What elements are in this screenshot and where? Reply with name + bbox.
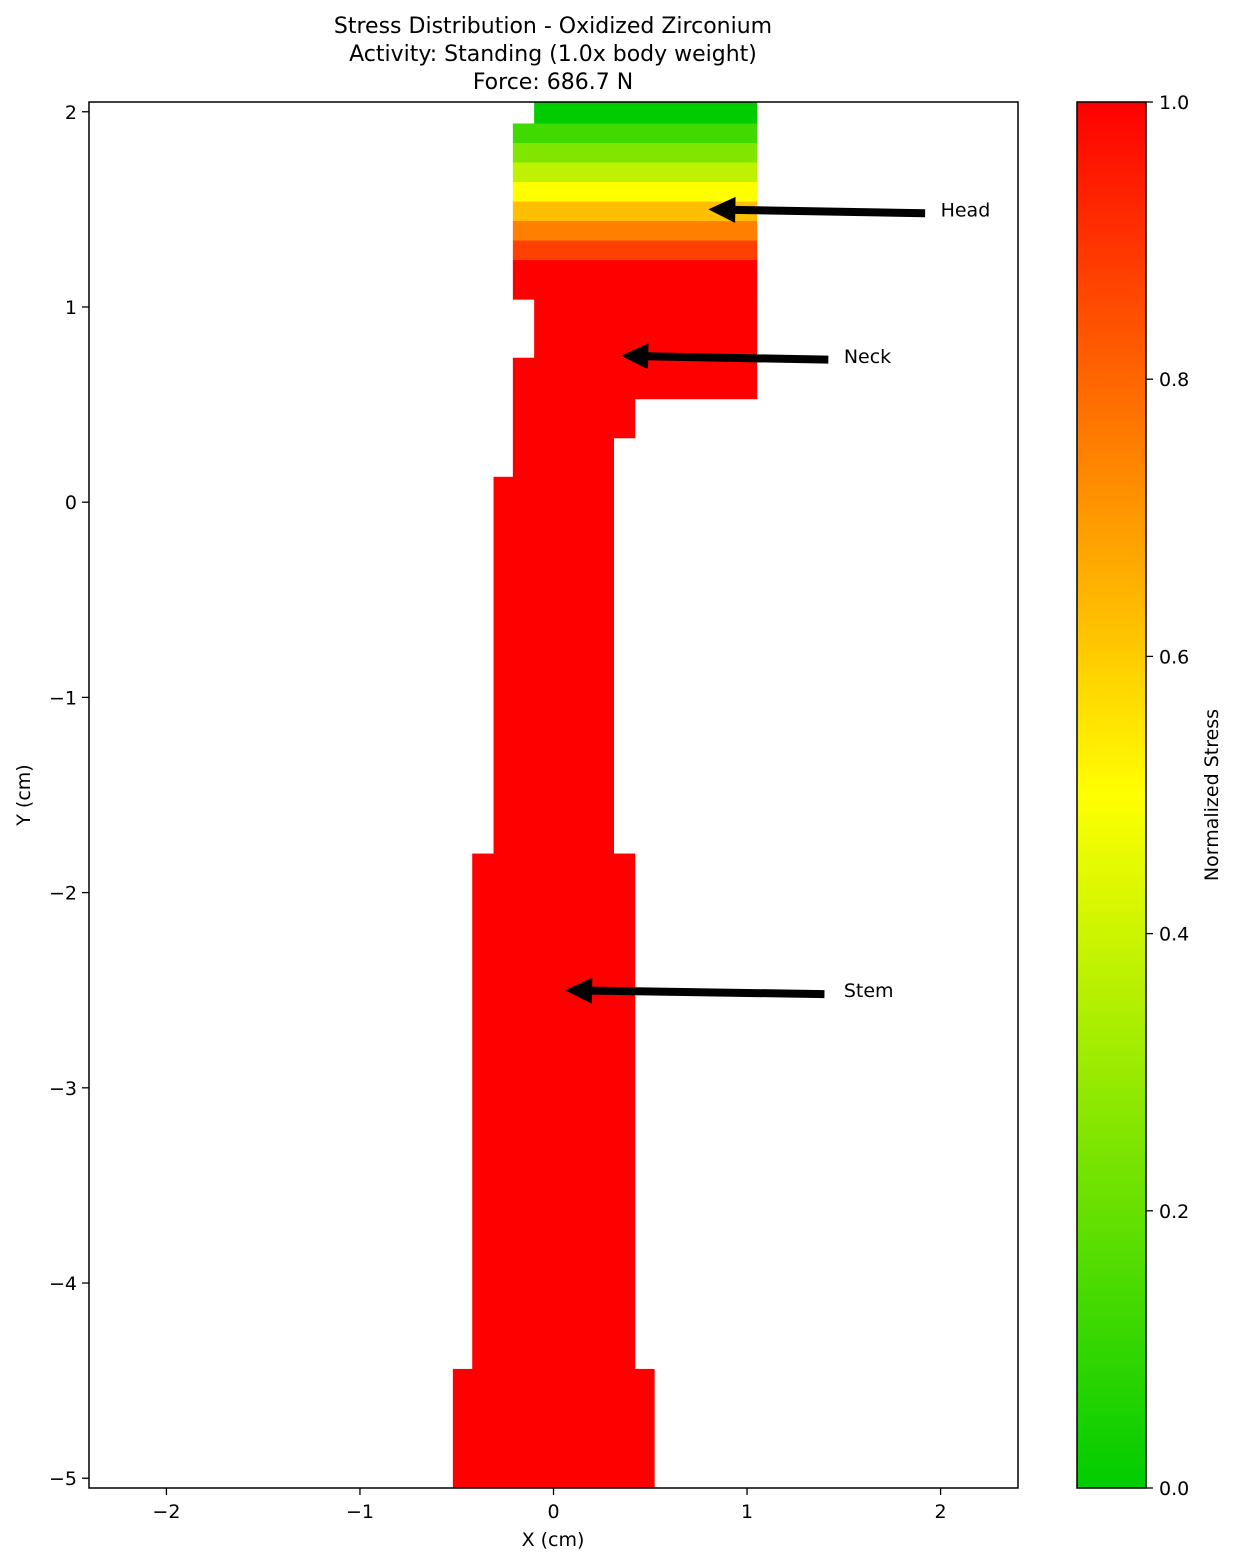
y-tick-label-1: −4 xyxy=(49,1273,77,1295)
x-axis-label: X (cm) xyxy=(522,1529,585,1551)
y-tick-label-7: 2 xyxy=(65,102,77,124)
colorbar-tick-label-0: 0.0 xyxy=(1159,1478,1189,1500)
x-tick-label-1: −1 xyxy=(346,1501,374,1523)
colorbar-tick-label-1: 0.2 xyxy=(1159,1201,1189,1223)
colorbar xyxy=(1076,101,1147,1489)
x-tick-label-4: 2 xyxy=(935,1501,947,1523)
heatmap-cell-6 xyxy=(512,221,758,242)
chart-title-line-3: Force: 686.7 N xyxy=(473,70,633,95)
stem-arrow-head xyxy=(565,977,593,1004)
heatmap-cell-2 xyxy=(512,142,758,164)
colorbar-tick-label-3: 0.6 xyxy=(1159,646,1189,668)
heatmap-cell-14 xyxy=(472,853,636,1370)
neck-arrow-shaft xyxy=(646,352,829,364)
x-tick-label-0: −2 xyxy=(152,1501,180,1523)
y-tick-label-5: 0 xyxy=(65,492,77,514)
head-arrow-head xyxy=(708,196,736,223)
heatmap-cell-10 xyxy=(512,357,758,400)
x-tick-label-2: 0 xyxy=(547,1501,559,1523)
y-tick-label-4: −1 xyxy=(49,687,77,709)
annotations: Head Neck Stem xyxy=(565,196,991,1004)
heatmap-cell-0 xyxy=(534,102,758,124)
heatmap-cell-13 xyxy=(493,476,614,855)
heatmap-cell-15 xyxy=(452,1368,655,1489)
heatmap-cell-11 xyxy=(512,398,636,439)
y-tick-label-2: −3 xyxy=(49,1078,77,1100)
y-axis-label: Y (cm) xyxy=(13,764,35,826)
colorbar-ticks: 0.0 0.2 0.4 0.6 0.8 1.0 xyxy=(1146,92,1189,1500)
head-arrow-shaft xyxy=(733,205,926,218)
x-axis: −2 −1 0 1 2 xyxy=(152,1488,947,1523)
heatmap-cell-12 xyxy=(512,437,614,478)
heatmap-cell-7 xyxy=(512,240,758,261)
colorbar-label: Normalized Stress xyxy=(1201,709,1223,881)
head-annotation-label: Head xyxy=(941,199,991,221)
neck-annotation-label: Neck xyxy=(844,346,891,368)
neck-arrow-head xyxy=(621,343,649,370)
heatmap-cell-8 xyxy=(512,260,758,300)
stem-annotation-label: Stem xyxy=(844,980,894,1002)
colorbar-tick-label-2: 0.4 xyxy=(1159,924,1189,946)
chart-title-line-2: Activity: Standing (1.0x body weight) xyxy=(349,42,757,67)
chart-title: Stress Distribution - Oxidized Zirconium… xyxy=(334,14,772,95)
x-tick-label-3: 1 xyxy=(741,1501,753,1523)
chart-title-line-1: Stress Distribution - Oxidized Zirconium xyxy=(334,14,772,39)
heatmap-cells xyxy=(452,102,758,1489)
y-axis: −5 −4 −3 −2 −1 0 1 2 xyxy=(49,102,89,1490)
heatmap-cell-5 xyxy=(512,201,758,222)
heatmap-cell-4 xyxy=(512,182,758,203)
y-tick-label-6: 1 xyxy=(65,297,77,319)
y-tick-label-0: −5 xyxy=(49,1468,77,1490)
colorbar-tick-label-5: 1.0 xyxy=(1159,92,1189,114)
heatmap-cell-1 xyxy=(512,123,758,144)
heatmap-cell-3 xyxy=(512,162,758,183)
colorbar-tick-label-4: 0.8 xyxy=(1159,369,1189,391)
stem-arrow-shaft xyxy=(590,986,825,999)
y-tick-label-3: −2 xyxy=(49,883,77,905)
